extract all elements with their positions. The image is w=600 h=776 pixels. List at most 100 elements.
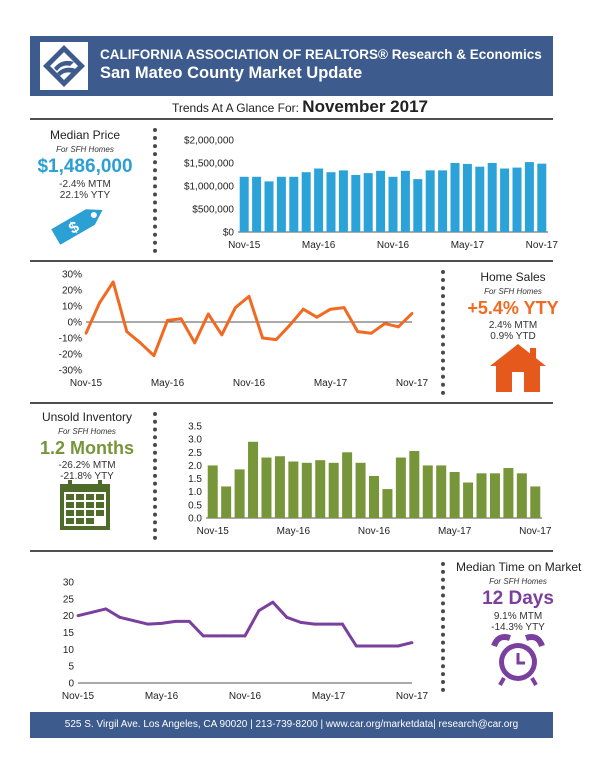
- trends-heading: Trends At A Glance For: November 2017: [0, 97, 600, 117]
- data-point: [138, 341, 142, 345]
- y-tick-label: 20: [63, 611, 75, 622]
- median-price-panel: Median Price For SFH Homes $1,486,000 -2…: [30, 128, 140, 201]
- dotted-separator: [153, 128, 161, 253]
- y-tick-label: $0: [223, 228, 235, 239]
- x-tick-label: Nov-15: [62, 691, 95, 702]
- data-point: [201, 634, 205, 638]
- bar: [288, 461, 299, 518]
- bar: [516, 473, 527, 518]
- bar: [252, 176, 262, 232]
- data-point: [396, 644, 400, 648]
- y-tick-label: 10%: [62, 302, 82, 313]
- data-point: [243, 634, 247, 638]
- data-point: [146, 622, 149, 626]
- series-line: [77, 600, 413, 648]
- bar: [301, 462, 312, 518]
- data-point: [301, 307, 305, 311]
- x-tick-label: Nov-15: [197, 526, 230, 537]
- stat-mtm: -26.2% MTM: [58, 460, 116, 471]
- data-point: [341, 622, 344, 626]
- x-tick-label: May-16: [145, 691, 179, 702]
- bar: [438, 170, 448, 232]
- bar: [338, 170, 348, 232]
- bar: [274, 456, 285, 518]
- data-point: [118, 615, 122, 619]
- stat-subtitle: For SFH Homes: [489, 577, 547, 586]
- data-point: [329, 307, 332, 311]
- stat-subtitle: For SFH Homes: [484, 287, 542, 296]
- y-tick-label: 25: [63, 594, 75, 605]
- bar: [207, 465, 218, 518]
- divider: [30, 402, 553, 404]
- time-on-market-chart: 0 5 10 15 20 25 30 Nov-15 May-16 Nov-16 May-17 Nov-…: [62, 578, 429, 703]
- x-tick-label: Nov-17: [396, 691, 429, 702]
- dotted-separator: [153, 412, 161, 540]
- x-tick-label: May-17: [312, 691, 346, 702]
- x-tick-label: Nov-17: [519, 526, 552, 537]
- bar: [363, 173, 373, 232]
- y-tick-label: 0: [68, 679, 74, 690]
- y-tick-label: $1,000,000: [184, 182, 234, 193]
- y-tick-label: 10: [63, 645, 75, 656]
- data-point: [356, 330, 360, 333]
- trends-month: November 2017: [302, 97, 428, 116]
- bar: [234, 469, 245, 518]
- bar: [524, 162, 534, 232]
- bar: [475, 166, 485, 232]
- bar: [537, 163, 547, 232]
- y-tick-label: $1,500,000: [184, 159, 234, 170]
- data-point: [247, 295, 251, 298]
- data-point: [76, 614, 80, 618]
- bar: [261, 457, 272, 518]
- x-tick-label: Nov-16: [377, 240, 410, 251]
- stat-title: Median Price: [49, 128, 121, 142]
- data-point: [342, 306, 346, 309]
- data-point: [410, 311, 414, 315]
- y-tick-label: 30%: [62, 270, 82, 281]
- x-tick-label: Nov-16: [358, 526, 391, 537]
- x-tick-label: May-17: [451, 240, 485, 251]
- data-point: [166, 319, 169, 322]
- footer-bar: 525 S. Virgil Ave. Los Angeles, CA 90020…: [30, 712, 553, 738]
- bar: [289, 176, 299, 232]
- y-tick-label: $2,000,000: [184, 136, 234, 147]
- y-tick-label: 3.5: [188, 422, 202, 433]
- y-tick-label: -20%: [59, 350, 82, 361]
- trends-prefix: Trends At A Glance For:: [172, 101, 299, 115]
- bar: [376, 170, 386, 232]
- bar: [351, 174, 361, 232]
- bar: [450, 163, 460, 232]
- x-tick-label: Nov-17: [526, 240, 559, 251]
- inventory-chart: 0.0 0.5 1.0 1.5 2.0 2.5 3.0 3.5 Nov-15 May-16 Nov-…: [188, 422, 552, 538]
- x-tick-label: May-16: [277, 526, 311, 537]
- stat-title: Median Time on Market: [456, 560, 582, 574]
- bar: [315, 460, 326, 518]
- x-tick-label: Nov-15: [228, 240, 261, 251]
- bar: [369, 475, 379, 518]
- calendar-icon: [56, 478, 116, 539]
- stat-subtitle: For SFH Homes: [56, 145, 114, 154]
- x-tick-label: Nov-17: [396, 378, 429, 389]
- y-tick-label: 15: [63, 628, 75, 639]
- data-point: [132, 619, 136, 623]
- bar: [355, 462, 366, 518]
- stat-title: Home Sales: [480, 270, 546, 284]
- data-point: [271, 600, 275, 604]
- y-tick-label: 5: [68, 662, 74, 673]
- inventory-panel: Unsold Inventory For SFH Homes 1.2 Month…: [28, 410, 146, 482]
- data-point: [285, 615, 289, 619]
- bar: [409, 450, 420, 518]
- median-price-chart: $0 $500,000 $1,000,000 $1,500,000 $2,000,000…: [184, 136, 559, 252]
- bar: [413, 179, 423, 232]
- data-point: [160, 622, 163, 625]
- y-tick-label: -10%: [59, 334, 82, 345]
- header-subtitle: San Mateo County Market Update: [100, 64, 363, 82]
- bar: [503, 468, 514, 518]
- bar: [530, 486, 541, 518]
- data-point: [193, 341, 197, 345]
- stat-title: Unsold Inventory: [41, 410, 133, 424]
- bar: [462, 163, 472, 232]
- header-banner: [30, 36, 553, 96]
- data-point: [368, 644, 372, 648]
- bar: [382, 489, 393, 518]
